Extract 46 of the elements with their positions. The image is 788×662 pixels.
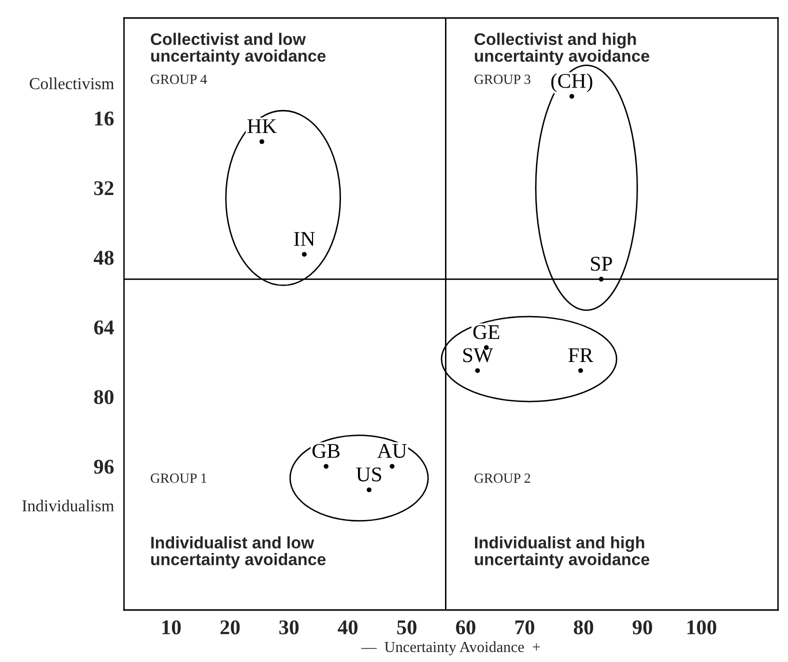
annotation: GROUP 3 xyxy=(474,74,530,84)
annotation: Individualist and low uncertainty avoidance xyxy=(151,536,326,569)
data-label: GE xyxy=(473,325,500,340)
data-label: IN xyxy=(294,232,315,246)
y-tick-label: Individualism xyxy=(22,500,114,512)
data-label: HK xyxy=(247,119,277,134)
x-tick-label: 40 xyxy=(338,620,358,634)
y-tick-label: 48 xyxy=(94,250,114,265)
x-tick-label: 100 xyxy=(687,620,716,634)
y-tick-label: 32 xyxy=(94,181,114,196)
point xyxy=(302,252,307,257)
x-tick-label: 30 xyxy=(279,620,299,634)
y-tick-label: 16 xyxy=(95,112,114,126)
point xyxy=(598,276,604,282)
x-tick-label: 10 xyxy=(162,620,181,634)
x-axis-title: — Uncertainty Avoidance + xyxy=(361,641,540,656)
y-tick-label: 64 xyxy=(94,320,114,334)
annotation: Individualist and high uncertainty avoidance xyxy=(474,536,650,569)
annotation: GROUP 1 xyxy=(150,474,206,483)
point xyxy=(324,464,328,469)
point xyxy=(569,94,574,99)
y-tick-label: 96 xyxy=(94,460,114,474)
data-label: SP xyxy=(591,256,612,271)
point xyxy=(366,487,372,492)
x-tick-label: 50 xyxy=(397,620,416,634)
annotation: Collectivist and low uncertainty avoidance xyxy=(150,32,326,66)
point xyxy=(475,368,480,373)
data-label: AU xyxy=(377,444,407,458)
annotation: GROUP 4 xyxy=(150,74,207,84)
data-label: (CH) xyxy=(551,73,592,92)
point xyxy=(578,368,584,373)
data-label: GB xyxy=(312,444,340,458)
point xyxy=(390,464,394,469)
y-tick-label: Collectivism xyxy=(30,78,114,90)
data-label: SW xyxy=(463,348,494,362)
annotation: GROUP 2 xyxy=(474,474,530,483)
annotation: Collectivist and high uncertainty avoidance xyxy=(474,32,650,66)
data-label: US xyxy=(356,467,382,482)
x-tick-label: 70 xyxy=(515,620,534,634)
x-tick-label: 90 xyxy=(632,620,652,634)
y-tick-label: 80 xyxy=(94,390,114,404)
x-tick-label: 80 xyxy=(574,620,594,634)
point xyxy=(259,139,264,144)
data-label: FR xyxy=(568,348,594,362)
x-tick-label: 60 xyxy=(456,620,476,634)
x-tick-label: 20 xyxy=(220,620,240,634)
